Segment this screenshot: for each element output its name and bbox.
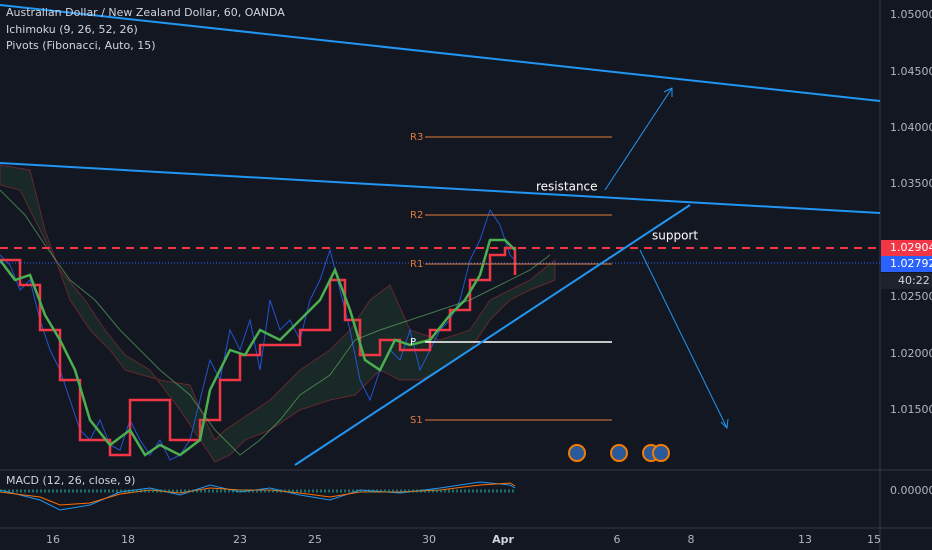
- time-label: 13: [798, 533, 812, 546]
- time-axis: 16 18 23 25 30 Apr 6 8 13 15: [46, 533, 881, 546]
- price-candles: [0, 208, 516, 461]
- macd-title: MACD (12, 26, close, 9): [6, 474, 135, 487]
- time-label: 30: [422, 533, 436, 546]
- time-label: 15: [867, 533, 881, 546]
- price-label: 1.04500: [890, 65, 932, 78]
- time-label: 6: [614, 533, 621, 546]
- last-price-badge: [881, 256, 932, 272]
- price-label: 1.02000: [890, 347, 932, 360]
- event-icon[interactable]: [610, 444, 628, 462]
- time-label: 25: [308, 533, 322, 546]
- time-label: 8: [688, 533, 695, 546]
- macd-axis-label: 0.00000: [890, 484, 932, 497]
- current-price-badge: [881, 240, 932, 256]
- pivot-label: R3: [410, 132, 423, 143]
- price-label: 1.05000: [890, 8, 932, 21]
- time-label: Apr: [492, 533, 514, 546]
- event-icon[interactable]: [568, 444, 586, 462]
- annotation: resistance: [536, 180, 598, 194]
- price-label: 1.04000: [890, 121, 932, 134]
- symbol-title: Australian Dollar / New Zealand Dollar, …: [6, 6, 285, 19]
- pivot-label: S1: [410, 415, 423, 426]
- pivot-label: R1: [410, 259, 423, 270]
- countdown: 40:22: [898, 274, 930, 287]
- pivot-label: R2: [410, 210, 423, 221]
- time-label: 18: [121, 533, 135, 546]
- upper-trendline: [0, 4, 881, 102]
- arrow-up: [604, 87, 673, 191]
- indicator-label: Pivots (Fibonacci, Auto, 15): [6, 39, 156, 52]
- indicator-label: Ichimoku (9, 26, 52, 26): [6, 23, 138, 36]
- price-label: 1.02500: [890, 290, 932, 303]
- annotation: support: [652, 229, 698, 243]
- countdown-badge: [881, 273, 932, 289]
- signal-line: [0, 482, 516, 506]
- last-price: 1.02792: [890, 257, 932, 270]
- support-trendline: [294, 204, 691, 466]
- arrow-down: [639, 249, 728, 429]
- event-icon[interactable]: [652, 444, 670, 462]
- price-label: 1.03500: [890, 177, 932, 190]
- time-label: 16: [46, 533, 60, 546]
- resistance-trendline: [0, 162, 881, 214]
- arrow-up-head: [663, 87, 673, 97]
- time-label: 23: [233, 533, 247, 546]
- price-label: 1.01500: [890, 403, 932, 416]
- current-price: 1.02904: [890, 241, 932, 254]
- tenkan-line: [0, 238, 516, 457]
- arrow-down-head: [720, 418, 729, 430]
- pivot-label: P: [410, 337, 416, 348]
- chikou-line: [0, 189, 551, 456]
